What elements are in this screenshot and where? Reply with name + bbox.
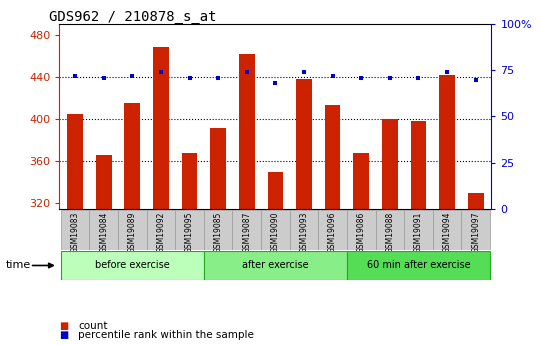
Text: GSM19091: GSM19091: [414, 211, 423, 253]
Bar: [153, 47, 169, 209]
Text: GDS962 / 210878_s_at: GDS962 / 210878_s_at: [49, 10, 216, 24]
Bar: [147, 210, 176, 250]
Text: percentile rank within the sample: percentile rank within the sample: [78, 330, 254, 339]
Bar: [318, 210, 347, 250]
Bar: [347, 210, 375, 250]
Text: GSM19088: GSM19088: [386, 211, 394, 253]
Text: after exercise: after exercise: [242, 260, 309, 270]
Bar: [267, 172, 284, 209]
Bar: [204, 251, 347, 280]
Bar: [468, 193, 483, 209]
Text: before exercise: before exercise: [95, 260, 170, 270]
Bar: [353, 153, 369, 209]
Bar: [233, 210, 261, 250]
Bar: [439, 75, 455, 209]
Bar: [410, 121, 426, 209]
Text: ■: ■: [59, 330, 69, 339]
Bar: [404, 210, 433, 250]
Bar: [296, 79, 312, 209]
Text: 60 min after exercise: 60 min after exercise: [367, 260, 470, 270]
Text: GSM19087: GSM19087: [242, 211, 251, 253]
Bar: [347, 251, 490, 280]
Bar: [261, 210, 289, 250]
Bar: [68, 114, 83, 209]
Bar: [181, 153, 198, 209]
Bar: [96, 155, 112, 209]
Bar: [204, 210, 233, 250]
Text: GSM19097: GSM19097: [471, 211, 480, 253]
Bar: [176, 210, 204, 250]
Text: GSM19090: GSM19090: [271, 211, 280, 253]
Text: count: count: [78, 321, 108, 331]
Bar: [61, 251, 204, 280]
Text: time: time: [5, 260, 31, 270]
Bar: [325, 105, 341, 209]
Text: GSM19092: GSM19092: [157, 211, 165, 253]
Bar: [289, 210, 318, 250]
Text: GSM19089: GSM19089: [128, 211, 137, 253]
Text: ■: ■: [59, 321, 69, 331]
Bar: [461, 210, 490, 250]
Bar: [210, 128, 226, 209]
Text: GSM19084: GSM19084: [99, 211, 108, 253]
Text: GSM19086: GSM19086: [357, 211, 366, 253]
Bar: [118, 210, 147, 250]
Bar: [90, 210, 118, 250]
Bar: [125, 103, 140, 209]
Text: GSM19083: GSM19083: [71, 211, 79, 253]
Text: GSM19095: GSM19095: [185, 211, 194, 253]
Bar: [61, 210, 90, 250]
Bar: [433, 210, 461, 250]
Bar: [239, 54, 255, 209]
Text: GSM19093: GSM19093: [300, 211, 308, 253]
Text: GSM19096: GSM19096: [328, 211, 337, 253]
Text: GSM19085: GSM19085: [214, 211, 222, 253]
Bar: [382, 119, 397, 209]
Bar: [375, 210, 404, 250]
Text: GSM19094: GSM19094: [443, 211, 451, 253]
